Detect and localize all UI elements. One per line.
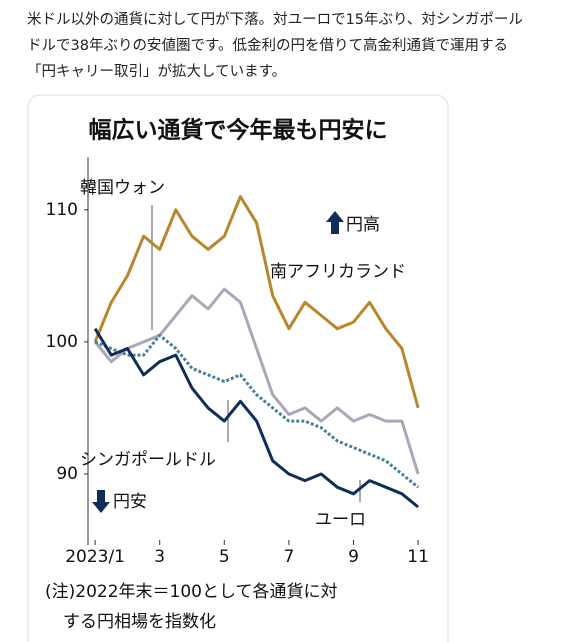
series-label: シンガポールドル: [80, 450, 216, 470]
caption-line: ドルで38年ぶりの安値圏です。低金利の円を借りて高金利通貨で運用する: [27, 38, 508, 54]
card: [27, 94, 449, 642]
x-tick-label: 2023/1: [65, 547, 125, 567]
arrow-down: [92, 490, 110, 513]
caption-line: 「円キャリー取引」が拡大しています。: [27, 64, 287, 80]
y-tick-label: 90: [56, 464, 78, 484]
annotation: 円安: [113, 492, 147, 512]
series-label: 韓国ウォン: [80, 178, 165, 198]
series-label: 南アフリカランド: [270, 262, 406, 282]
x-tick-label: 3: [154, 547, 165, 567]
caption-line: 米ドル以外の通貨に対して円が下落。対ユーロで15年ぶり、対シンガポール: [27, 12, 523, 28]
series-line: [93, 327, 420, 509]
series-label: ユーロ: [315, 510, 366, 530]
arrow-up: [326, 211, 344, 234]
note: する円相場を指数化: [63, 612, 216, 632]
x-tick-label: 9: [348, 547, 359, 567]
x-tick-label: 11: [407, 547, 429, 567]
note: (注)2022年末＝100として各通貨に対: [45, 582, 337, 602]
x-tick-label: 5: [219, 547, 230, 567]
series-line: [93, 287, 420, 475]
x-tick-label: 7: [283, 547, 294, 567]
y-tick-label: 110: [46, 200, 78, 220]
annotation: 円高: [346, 215, 380, 235]
series-line: [93, 195, 420, 409]
chart-title: 幅広い通貨で今年最も円安に: [89, 117, 388, 144]
series-line: [94, 333, 420, 489]
y-tick-label: 100: [46, 332, 78, 352]
